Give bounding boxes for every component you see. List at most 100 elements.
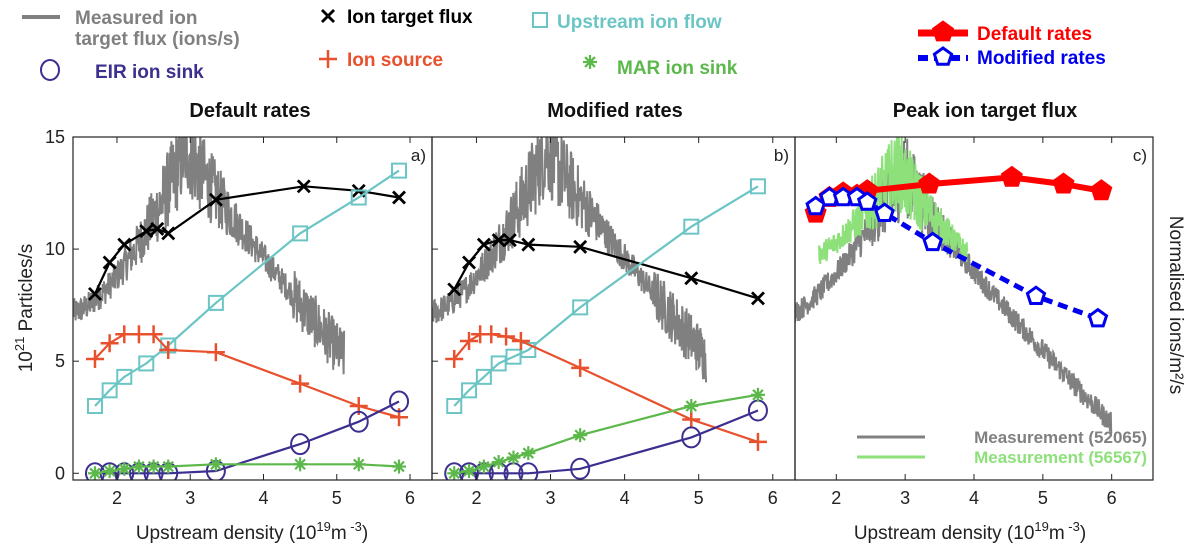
series-mar-ion-sink: [87, 457, 407, 480]
data-point-upstream-ion-flow: [101, 382, 118, 399]
data-point-mar-ion-sink: [102, 464, 117, 479]
data-point-ion-target-flux: [521, 237, 536, 252]
data-point-ion-source: [291, 374, 310, 393]
legend-default-label: Default rates: [977, 24, 1092, 45]
legend-modified-marker: [932, 46, 954, 66]
series-line-eir-ion-sink: [95, 400, 400, 475]
data-point-ion-target-flux: [462, 255, 477, 270]
x-tick-label: 6: [768, 488, 778, 508]
data-point-ion-source: [482, 325, 501, 344]
data-point-ion-target-flux: [392, 190, 407, 205]
series-upstream-ion-flow: [86, 162, 408, 415]
data-point-ion-target-flux: [447, 282, 462, 297]
x-tick-label: 3: [900, 488, 910, 508]
data-point-ion-source: [748, 432, 767, 451]
data-point-mar-ion-sink: [87, 466, 102, 480]
x-tick-label: 4: [620, 488, 630, 508]
data-point-mar-ion-sink: [293, 457, 308, 472]
x-tick-label: 4: [258, 488, 268, 508]
data-point-upstream-ion-flow: [461, 382, 478, 399]
measurement-56567-trace: [818, 137, 969, 265]
data-point-upstream-ion-flow: [350, 189, 367, 206]
series-ion-source: [85, 325, 409, 427]
data-point-mar-ion-sink: [392, 459, 407, 474]
data-point-eir-ion-sink: [518, 462, 539, 480]
legend-mar-asterisk: [583, 55, 597, 69]
measurement-legend-label: Measurement (52065): [974, 428, 1147, 447]
data-point-upstream-ion-flow: [86, 398, 103, 415]
legend-default-pentagon: [931, 20, 955, 42]
series-line-mar-ion-sink: [94, 463, 400, 475]
data-point-default-rates: [1000, 165, 1023, 187]
panel-c-plot-area: [795, 137, 1113, 434]
legend-modified-label: Modified rates: [977, 48, 1106, 69]
data-point-eir-ion-sink: [570, 457, 591, 480]
series-ion-source: [445, 325, 767, 451]
data-point-default-rates: [1090, 179, 1113, 201]
legend: Measured ion target flux (ions/s) EIR io…: [22, 7, 1106, 83]
panel-c-title: Peak ion target flux: [893, 100, 1078, 122]
data-point-mar-ion-sink: [684, 399, 699, 414]
data-point-ion-target-flux: [750, 291, 765, 306]
data-point-upstream-ion-flow: [749, 178, 766, 195]
legend-eir-marker: [40, 59, 60, 81]
series-mar-ion-sink: [447, 387, 765, 480]
data-point-ion-target-flux: [573, 239, 588, 254]
data-point-upstream-ion-flow: [138, 355, 155, 372]
x-tick-label: 5: [332, 488, 342, 508]
data-point-mar-ion-sink: [476, 459, 491, 474]
legend-target-flux-x: [321, 9, 335, 23]
legend-upstream-marker: [532, 12, 548, 28]
data-point-modified-rates: [874, 202, 895, 222]
data-point-upstream-ion-flow: [475, 368, 492, 385]
data-point-ion-target-flux: [117, 237, 132, 252]
panel-b-frame: [431, 136, 796, 481]
data-point-ion-source: [85, 349, 104, 368]
legend-measured-label-2: target flux (ions/s): [75, 29, 240, 50]
panel-b-plot-area: [432, 137, 768, 480]
data-point-modified-rates: [922, 231, 944, 252]
legend-modified-pentagon: [932, 46, 954, 66]
x-axis-label-a: Upstream density (1019m -3): [136, 519, 368, 544]
y-tick-label: 15: [45, 127, 65, 147]
legend-mar-marker: [583, 55, 597, 69]
panel-c-label: c): [1133, 146, 1147, 165]
data-point-ion-target-flux: [102, 255, 117, 270]
data-point-mar-ion-sink: [117, 461, 132, 476]
data-point-default-rates: [1052, 172, 1075, 194]
data-point-mar-ion-sink: [447, 466, 462, 480]
x-tick-label: 3: [185, 488, 195, 508]
x-tick-label: 2: [112, 488, 122, 508]
measured-flux-trace: [432, 137, 708, 383]
y-axis-label-left: 1021 Particles/s: [12, 244, 37, 373]
data-point-ion-source: [682, 410, 701, 429]
legend-upstream-square: [532, 12, 548, 28]
legend-eir-circle: [40, 59, 60, 81]
y-tick-label: 5: [55, 351, 65, 371]
data-point-upstream-ion-flow: [391, 162, 408, 179]
data-point-ion-source: [511, 332, 530, 351]
data-point-mar-ion-sink: [573, 428, 588, 443]
y-tick-label: 0: [55, 463, 65, 483]
measured-flux-trace: [73, 137, 346, 375]
x-tick-label: 5: [1038, 488, 1048, 508]
data-point-ion-source: [571, 358, 590, 377]
data-point-upstream-ion-flow: [572, 299, 589, 316]
data-point-ion-target-flux: [139, 224, 154, 239]
data-point-mar-ion-sink: [521, 446, 536, 461]
panel-a-title: Default rates: [189, 100, 310, 122]
data-point-ion-source: [460, 332, 479, 351]
data-point-modified-rates: [1025, 285, 1047, 305]
series-line-ion-source: [453, 333, 759, 443]
x-tick-label: 3: [546, 488, 556, 508]
legend-source-marker: [319, 50, 337, 68]
y-tick-label: 10: [45, 239, 65, 259]
x-tick-label: 5: [694, 488, 704, 508]
data-point-ion-target-flux: [491, 233, 506, 248]
series-line-ion-target-flux: [94, 185, 400, 295]
data-point-ion-target-flux: [502, 233, 517, 248]
data-point-eir-ion-sink: [348, 410, 369, 433]
data-point-ion-target-flux: [296, 179, 311, 194]
x-tick-label: 2: [471, 488, 481, 508]
panel-b: 2 3 4 5 6 b): [431, 136, 796, 508]
